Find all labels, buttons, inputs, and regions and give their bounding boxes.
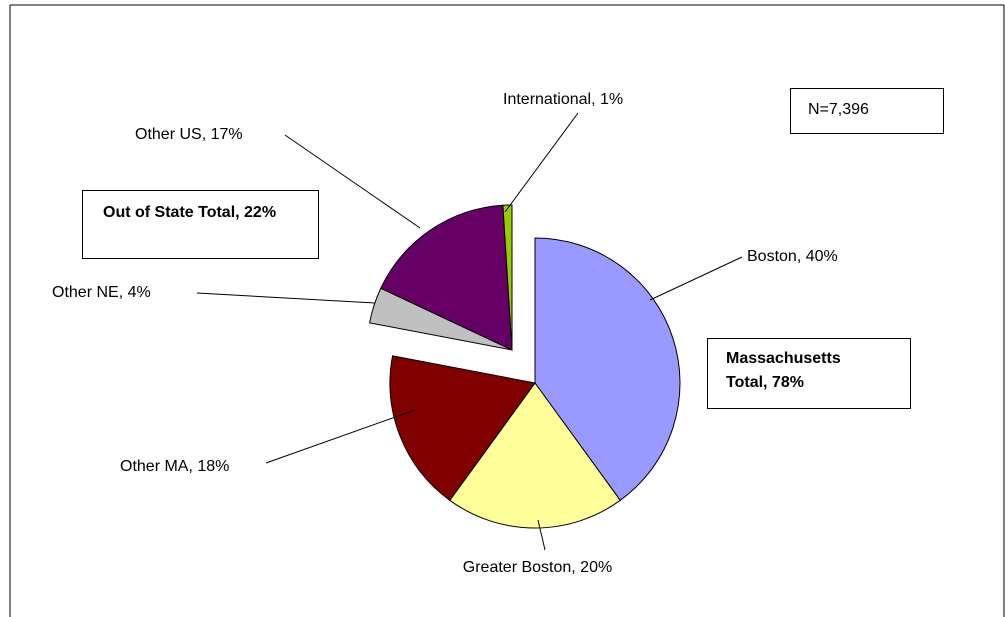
data-label: Greater Boston, 20%	[462, 559, 613, 576]
leader-line	[196, 292, 376, 304]
data-label: Other NE, 4%	[52, 284, 151, 301]
data-label: International, 1%	[503, 91, 624, 108]
annotation: Massachusetts Total, 78%	[726, 350, 841, 391]
pie-slice	[449, 382, 621, 529]
leader-line	[537, 519, 546, 551]
data-label: Other MA, 18%	[120, 458, 230, 475]
leader-line	[649, 256, 743, 301]
pie-slice	[534, 237, 681, 502]
leader-line	[284, 134, 421, 229]
pie-slice	[502, 204, 513, 351]
annotation: Out of State Total, 22%	[103, 204, 277, 221]
pie-slice	[380, 204, 513, 351]
annotation-box: Out of State Total, 22%	[82, 190, 319, 259]
annotation-box: Massachusetts Total, 78%	[707, 338, 911, 409]
leader-line	[504, 112, 579, 213]
leader-line	[265, 409, 416, 464]
annotation-box: N=7,396	[790, 88, 944, 134]
pie-slice	[389, 355, 536, 502]
annotation: N=7,396	[808, 101, 869, 118]
data-label: Other US, 17%	[135, 126, 243, 143]
data-label: Boston, 40%	[747, 248, 838, 265]
